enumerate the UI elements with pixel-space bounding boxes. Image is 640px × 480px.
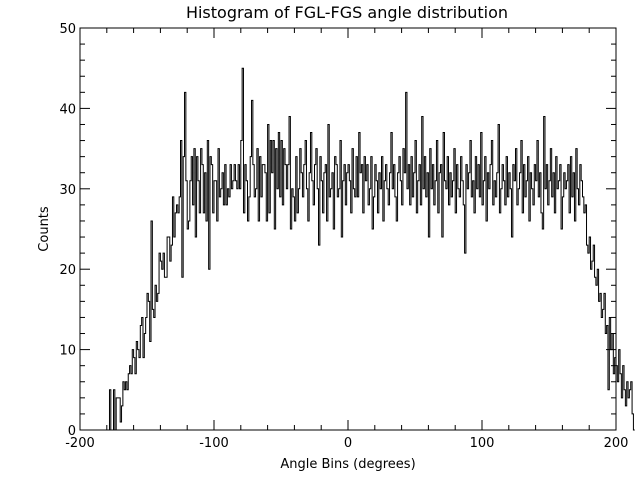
x-tick-label: -100 xyxy=(199,436,229,451)
x-axis-label: Angle Bins (degrees) xyxy=(280,457,415,472)
minor-ticks xyxy=(80,28,616,430)
x-tick-label: 0 xyxy=(344,436,352,451)
y-tick-label: 10 xyxy=(59,344,76,359)
x-tick-label: -200 xyxy=(65,436,95,451)
chart-title: Histogram of FGL-FGS angle distribution xyxy=(186,3,508,22)
y-tick-label: 30 xyxy=(59,183,76,198)
y-axis-label: Counts xyxy=(37,206,52,252)
histogram-step-line xyxy=(106,67,635,431)
x-tick-label: 100 xyxy=(470,436,495,451)
y-tick-label: 40 xyxy=(59,102,76,117)
major-ticks xyxy=(79,27,617,431)
x-tick-label: 200 xyxy=(604,436,629,451)
y-tick-label: 50 xyxy=(59,22,76,37)
y-tick-label: 0 xyxy=(68,424,76,439)
plot-frame xyxy=(79,27,617,431)
tick-labels: -200 -100 0 100 200 0 10 20 30 40 50 xyxy=(59,22,628,451)
y-tick-label: 20 xyxy=(59,263,76,278)
